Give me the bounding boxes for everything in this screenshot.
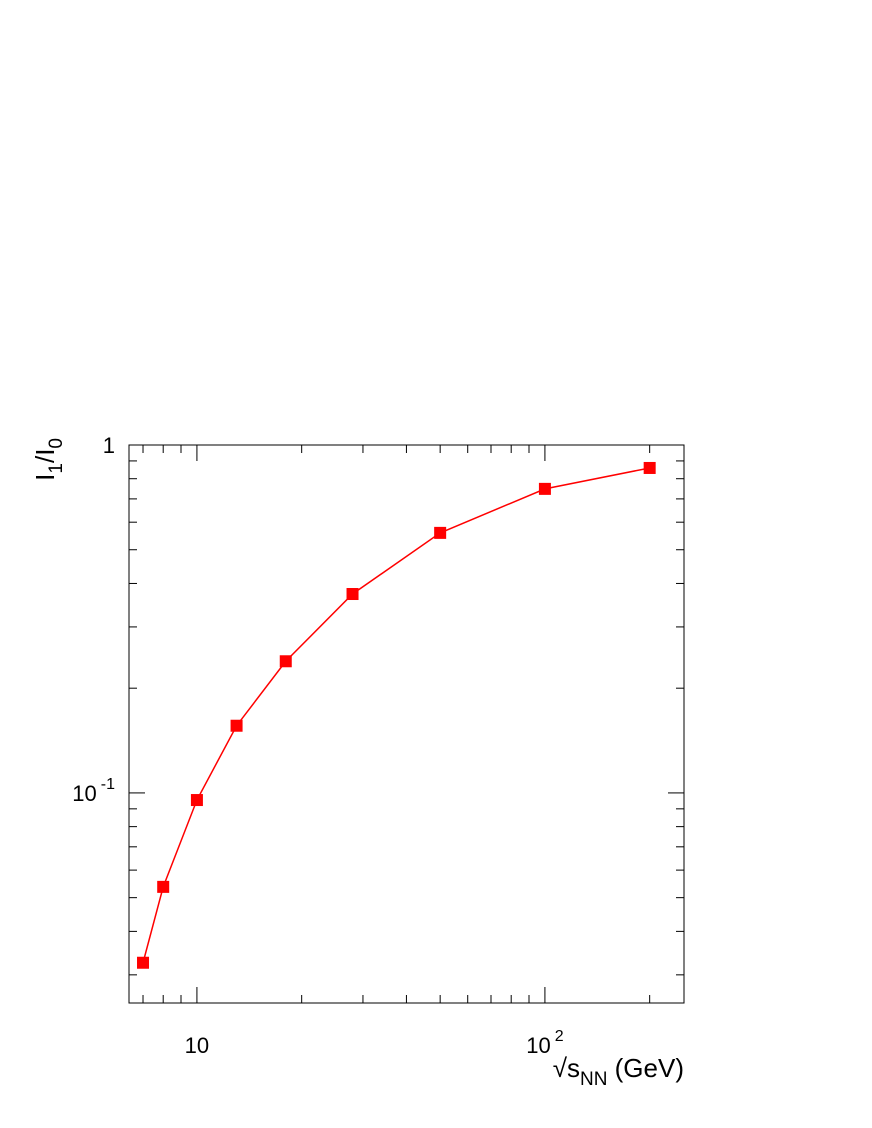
marker bbox=[230, 719, 243, 732]
plot-frame bbox=[128, 444, 685, 1004]
marker bbox=[643, 461, 656, 474]
subscript: 0 bbox=[46, 438, 67, 449]
tick-label-exponent: 2 bbox=[555, 1028, 564, 1045]
tick-label: 10 2 bbox=[526, 1028, 563, 1058]
marker bbox=[346, 588, 359, 601]
label-text: /I bbox=[30, 449, 60, 463]
label-text: √s bbox=[553, 1053, 580, 1083]
label-text: I bbox=[30, 474, 60, 481]
x-axis-label: √sNN (GeV) bbox=[553, 1053, 684, 1090]
marker bbox=[137, 956, 150, 969]
tick-label: 10 bbox=[185, 1033, 209, 1058]
tick-label-base: 1 bbox=[103, 433, 115, 458]
subscript: 1 bbox=[46, 463, 67, 474]
marker bbox=[279, 655, 292, 668]
tick-label-base: 10 bbox=[526, 1033, 550, 1058]
marker bbox=[538, 482, 551, 495]
tick-label: 1 bbox=[103, 433, 115, 458]
marker bbox=[190, 794, 203, 807]
y-axis-label: I1/I0 bbox=[30, 438, 67, 481]
marker bbox=[157, 880, 170, 893]
tick-label-exponent: -1 bbox=[101, 776, 115, 793]
subscript: NN bbox=[580, 1069, 607, 1090]
tick-label: 10 -1 bbox=[72, 776, 115, 806]
series-line bbox=[142, 467, 650, 963]
tick-label-base: 10 bbox=[185, 1033, 209, 1058]
label-text: (GeV) bbox=[607, 1053, 684, 1083]
tick-label-base: 10 bbox=[72, 781, 96, 806]
marker bbox=[434, 526, 447, 539]
